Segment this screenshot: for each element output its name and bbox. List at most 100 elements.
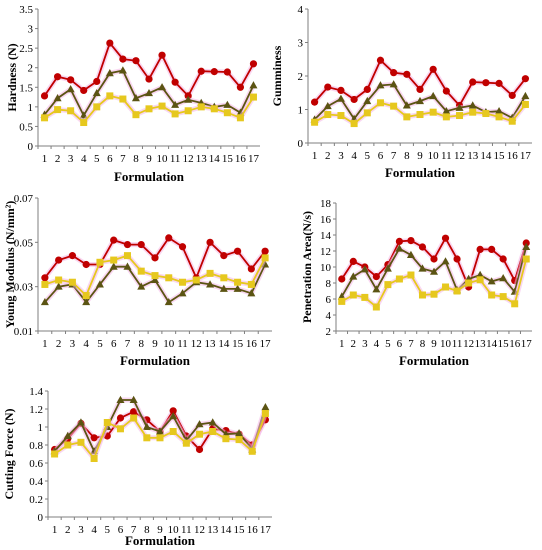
data-point-circle [178,243,187,251]
data-point-square [222,435,230,443]
x-tick-label: 4 [374,338,380,350]
data-point-square [235,436,243,444]
data-point-square [119,95,127,103]
data-point-circle [249,60,258,68]
data-point-triangle [499,274,508,282]
data-point-circle [236,83,245,91]
data-point-square [456,112,464,120]
y-tick-label: 4 [298,4,304,16]
data-point-circle [429,65,437,73]
x-tick-label: 1 [52,524,58,536]
data-point-circle [158,51,166,59]
x-tick-label: 8 [144,524,150,536]
data-point-square [465,279,473,287]
data-point-circle [119,55,127,63]
x-axis-title: Formulation [385,165,456,180]
y-tick-label: 1 [298,105,304,117]
series-yellow [311,99,529,128]
data-point-square [469,108,477,116]
data-point-square [261,254,269,262]
y-tick-label: 6 [326,294,332,306]
data-point-triangle [169,412,178,420]
data-point-circle [132,57,140,65]
data-point-circle [416,85,424,93]
data-point-square [403,113,411,121]
data-point-square [442,113,450,121]
data-point-triangle [63,431,72,439]
data-point-circle [68,252,77,260]
data-point-triangle [476,270,485,278]
data-point-square [210,105,218,113]
data-point-circle [171,78,179,86]
data-point-triangle [429,91,438,100]
x-tick-label: 9 [157,524,163,536]
data-point-circle [390,69,398,77]
x-tick-label: 17 [248,153,260,165]
data-point-square [165,274,173,282]
data-point-triangle [522,242,531,250]
x-tick-label: 11 [170,153,181,165]
data-point-square [179,278,187,286]
data-point-circle [482,79,490,87]
series-yellow [51,410,269,462]
x-tick-label: 4 [83,338,89,350]
data-point-circle [430,255,438,263]
y-axis-title: Penetration Area(N/s) [300,211,314,323]
data-point-circle [350,95,358,104]
y-tick-label: 12 [320,246,331,258]
x-tick-label: 4 [81,153,87,165]
data-point-circle [223,68,231,76]
data-point-square [184,107,192,115]
data-point-square [171,110,179,118]
x-tick-label: 16 [507,150,519,162]
data-point-square [110,256,118,264]
y-tick-label: 2.5 [19,43,33,55]
x-tick-label: 1 [42,153,48,165]
data-point-circle [40,92,49,100]
x-tick-label: 14 [209,153,221,165]
data-point-circle [310,98,319,106]
data-point-circle [53,73,62,81]
data-point-circle [488,245,496,253]
x-tick-label: 2 [56,338,62,350]
y-tick-label: 0.5 [19,121,33,133]
x-tick-label: 13 [205,338,217,350]
x-tick-label: 5 [94,153,100,165]
data-point-triangle [123,262,132,270]
data-point-circle [453,255,461,263]
data-point-triangle [455,103,464,111]
data-point-circle [261,247,269,255]
data-point-square [192,276,200,284]
x-tick-label: 14 [480,150,492,162]
data-point-triangle [195,420,204,428]
x-tick-label: 3 [70,338,76,350]
data-point-square [482,110,490,118]
data-point-triangle [261,403,270,411]
data-point-circle [508,91,516,100]
x-tick-label: 15 [232,338,244,350]
data-point-square [249,93,257,101]
data-point-square [132,111,140,119]
x-tick-label: 1 [339,338,345,350]
x-tick-label: 3 [68,153,74,165]
data-point-circle [233,247,242,255]
data-point-circle [41,274,49,282]
y-tick-label: 1.2 [29,404,43,416]
x-tick-label: 2 [65,524,71,536]
y-tick-label: 0.03 [14,282,34,294]
y-axis-title: Young Modulus (N/mm²) [3,201,17,329]
x-tick-label: 1 [42,338,48,350]
chart-panel-3: 0.010.030.050.071 2 3 4 5 6 7 8 9 10 11 12 13 14 15 16 1… [3,193,272,368]
data-point-triangle [495,106,504,115]
data-point-triangle [249,81,258,89]
y-axis-title: Gumminess [270,45,284,106]
x-tick-label: 8 [133,153,139,165]
data-point-square [151,272,159,280]
x-tick-label: 5 [105,524,111,536]
y-tick-label: 8 [326,278,332,290]
data-point-square [363,109,371,117]
x-tick-label: 12 [194,524,205,536]
x-tick-label: 12 [454,150,465,162]
x-tick-label: 6 [397,338,403,350]
